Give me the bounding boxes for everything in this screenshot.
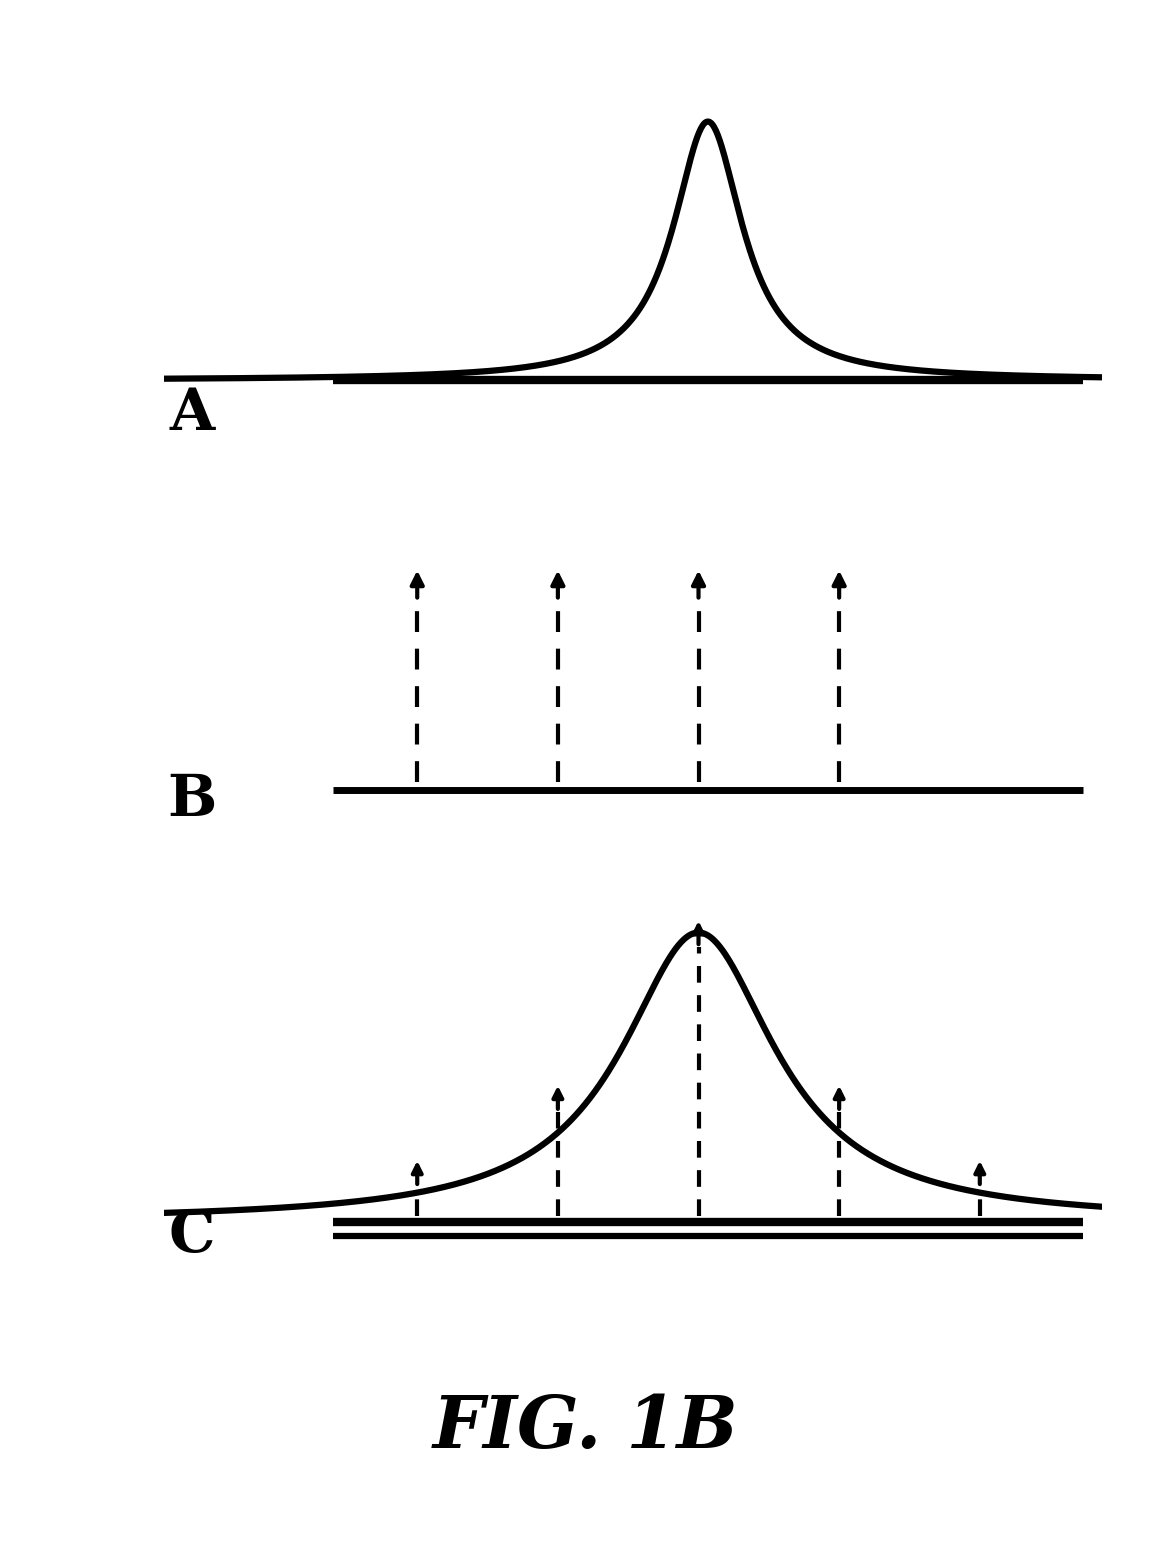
Text: FIG. 1B: FIG. 1B bbox=[434, 1392, 738, 1464]
Text: A: A bbox=[170, 386, 214, 442]
Text: B: B bbox=[168, 771, 217, 827]
Text: C: C bbox=[169, 1207, 216, 1263]
